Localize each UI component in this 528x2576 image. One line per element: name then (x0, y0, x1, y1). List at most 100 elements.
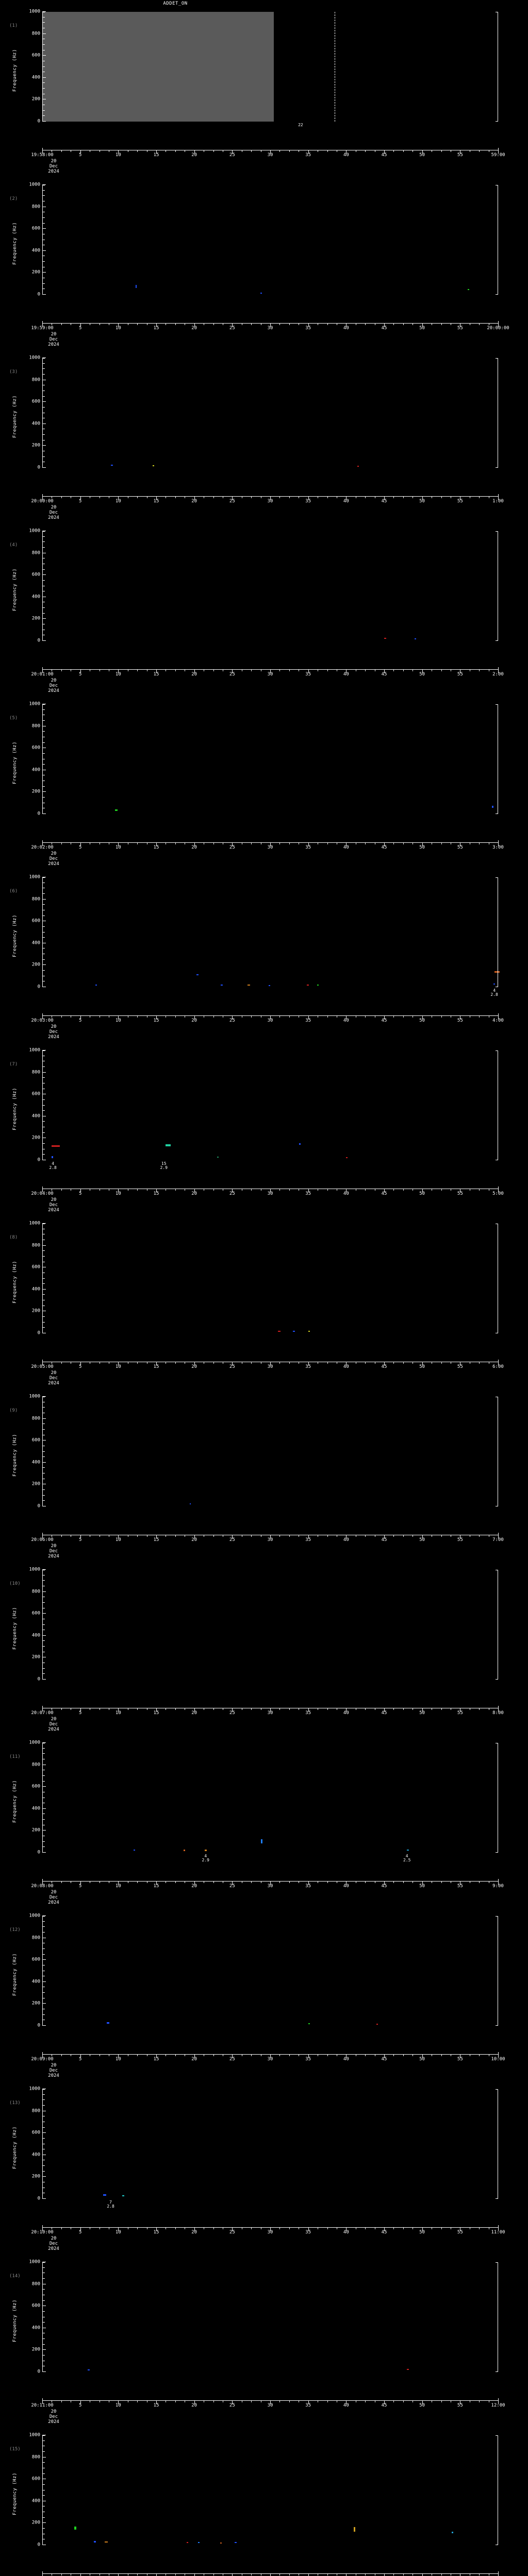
x-axis-date: 20 Dec 2024 (48, 2236, 59, 2251)
y-tick (42, 396, 45, 397)
date-day: 20 (51, 851, 57, 856)
x-tick-minor (251, 842, 252, 844)
x-tick-label: 55 (457, 1884, 463, 1889)
x-tick-major (384, 2400, 385, 2404)
x-tick-minor (137, 1189, 138, 1191)
data-point (115, 809, 118, 811)
x-tick-label: 55 (457, 1191, 463, 1196)
data-point (51, 1156, 53, 1158)
y-tick-label: 1000 (29, 1221, 40, 1226)
x-tick-label: 25 (229, 2230, 235, 2235)
x-tick-major (422, 669, 423, 673)
data-point (107, 2022, 110, 2024)
x-tick-major (270, 150, 271, 154)
x-tick-major (308, 669, 309, 673)
detection-annotation: 4 2.8 (490, 989, 498, 997)
x-tick-label: 20:09:00 (31, 2057, 54, 2062)
y-tick (42, 1591, 46, 1592)
x-axis-cap (498, 1013, 499, 1016)
y-tick (42, 1321, 45, 1323)
x-tick-minor (412, 1362, 414, 1364)
x-tick-label: 20 (191, 1018, 197, 1023)
data-point (104, 2541, 108, 2543)
x-tick-minor (393, 1189, 394, 1191)
panel-number: (10) (9, 1581, 21, 1586)
detection-annotation: 4 2.8 (49, 1162, 56, 1170)
x-tick-minor (289, 1189, 290, 1191)
spine-cap (496, 2371, 498, 2372)
y-tick (42, 2522, 46, 2523)
x-tick-label: 15 (153, 1364, 159, 1369)
y-tick (42, 574, 46, 575)
x-tick-minor (137, 1708, 138, 1710)
x-tick-major (422, 1881, 423, 1885)
y-tick (42, 1121, 45, 1122)
y-tick (42, 1948, 45, 1949)
data-point (95, 985, 97, 986)
date-year: 2024 (48, 688, 59, 693)
x-tick-major (308, 2054, 309, 2058)
x-tick-label: 20:01:00 (31, 672, 54, 677)
x-tick-minor (175, 2400, 176, 2402)
date-month: Dec (49, 1895, 58, 1900)
y-tick (42, 1624, 45, 1625)
x-tick-minor (289, 2054, 290, 2056)
spine-cap (496, 531, 498, 532)
x-tick-major (498, 1881, 499, 1885)
x-tick-major (232, 2054, 233, 2058)
y-tick-label: 400 (31, 1113, 40, 1119)
x-tick-minor (61, 1362, 62, 1364)
y-tick (42, 899, 46, 900)
y-tick (42, 283, 45, 284)
y-tick-label: 400 (31, 1633, 40, 1638)
date-year: 2024 (48, 515, 59, 520)
y-tick (42, 250, 46, 251)
x-tick-minor (61, 1189, 62, 1191)
y-tick (42, 569, 45, 570)
date-month: Dec (49, 2414, 58, 2419)
x-tick-major (156, 1015, 157, 1019)
y-tick-label: 0 (37, 638, 40, 643)
y-tick (42, 1462, 46, 1463)
y-tick (42, 2456, 46, 2458)
y-tick (42, 82, 45, 83)
date-day: 20 (51, 1370, 57, 1376)
x-axis-date: 20 Dec 2024 (48, 1024, 59, 1040)
y-tick-label: 0 (37, 2542, 40, 2548)
x-tick-major (194, 1189, 195, 1192)
x-tick-label: 35 (305, 1191, 311, 1196)
x-tick-major (80, 1881, 81, 1885)
y-tick-label: 400 (31, 594, 40, 600)
x-tick-minor (175, 496, 176, 498)
x-tick-label: 10 (115, 1537, 121, 1543)
y-axis-title: Frequency (Hz) (12, 1780, 18, 1823)
y-tick (42, 709, 45, 710)
x-tick-minor (213, 1189, 214, 1191)
x-tick-minor (251, 2227, 252, 2229)
x-tick-major (308, 1535, 309, 1538)
x-tick-minor (279, 669, 280, 671)
annotation-line-1: 4 (405, 1854, 408, 1858)
y-tick-label: 600 (31, 1611, 40, 1616)
x-tick-label: 50 (419, 1884, 425, 1889)
x-axis-cap (498, 321, 499, 324)
panel-number: (4) (9, 543, 18, 548)
date-month: Dec (49, 2241, 58, 2246)
y-tick-label: 1000 (29, 355, 40, 361)
x-tick-label: 20 (191, 1884, 197, 1889)
plot-area-4: 0 200 400 600 800 1000 (29, 529, 498, 643)
x-tick-major (270, 2400, 271, 2404)
x-tick-minor (365, 150, 366, 152)
y-tick (42, 11, 46, 12)
x-tick-minor (365, 2227, 366, 2229)
y-tick (42, 110, 45, 111)
x-tick-label: 19:58:00 (31, 152, 54, 158)
y-tick (42, 970, 45, 971)
y-tick-label: 600 (31, 226, 40, 231)
date-month: Dec (49, 337, 58, 342)
x-tick-label: 20 (191, 2403, 197, 2408)
x-tick-minor (479, 2573, 480, 2575)
x-axis-date: 20 Dec 2024 (48, 1197, 59, 1213)
x-tick-minor (61, 842, 62, 844)
x-tick-minor (251, 2400, 252, 2402)
